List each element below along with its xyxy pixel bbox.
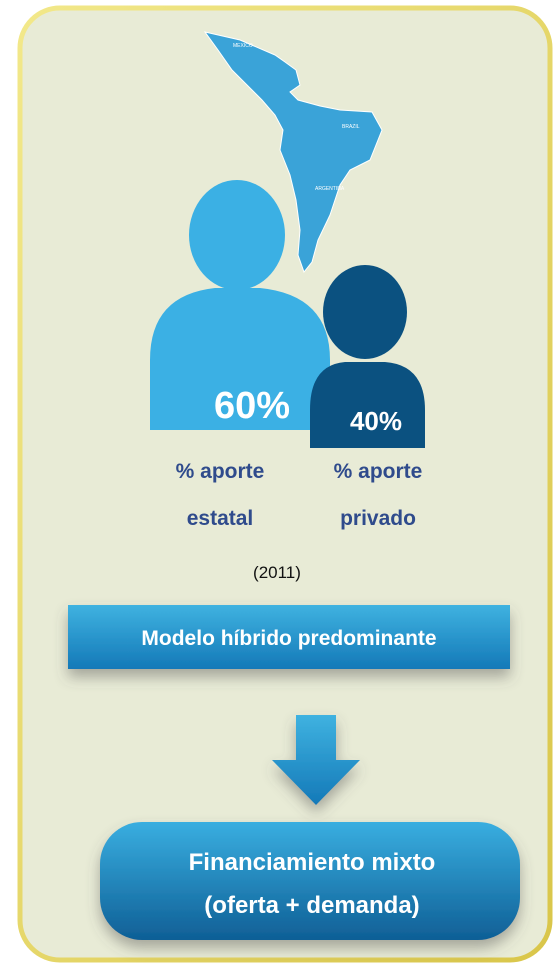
- figure-label: % aporte: [176, 460, 265, 483]
- value-label: 40%: [350, 406, 402, 436]
- value-label: 60%: [214, 385, 290, 427]
- map-label: BRAZIL: [342, 124, 360, 130]
- figure-label: % aporte: [334, 460, 423, 483]
- arrow: [272, 715, 360, 805]
- year: (2011): [253, 563, 301, 582]
- result-text: Financiamiento mixto: [189, 849, 436, 876]
- person-large: [150, 180, 330, 430]
- result-text: (oferta + demanda): [204, 892, 419, 919]
- result-box: [100, 822, 520, 940]
- panel: [17, 5, 553, 963]
- model-box: [68, 605, 510, 669]
- map-label: MEXICO: [233, 43, 253, 49]
- model-text: Modelo híbrido predominante: [141, 627, 436, 650]
- figure-label: privado: [340, 507, 416, 530]
- person-small: [310, 265, 425, 448]
- map: [203, 31, 383, 274]
- map-label: ARGENTINA: [315, 186, 345, 192]
- figure-label: estatal: [187, 507, 254, 530]
